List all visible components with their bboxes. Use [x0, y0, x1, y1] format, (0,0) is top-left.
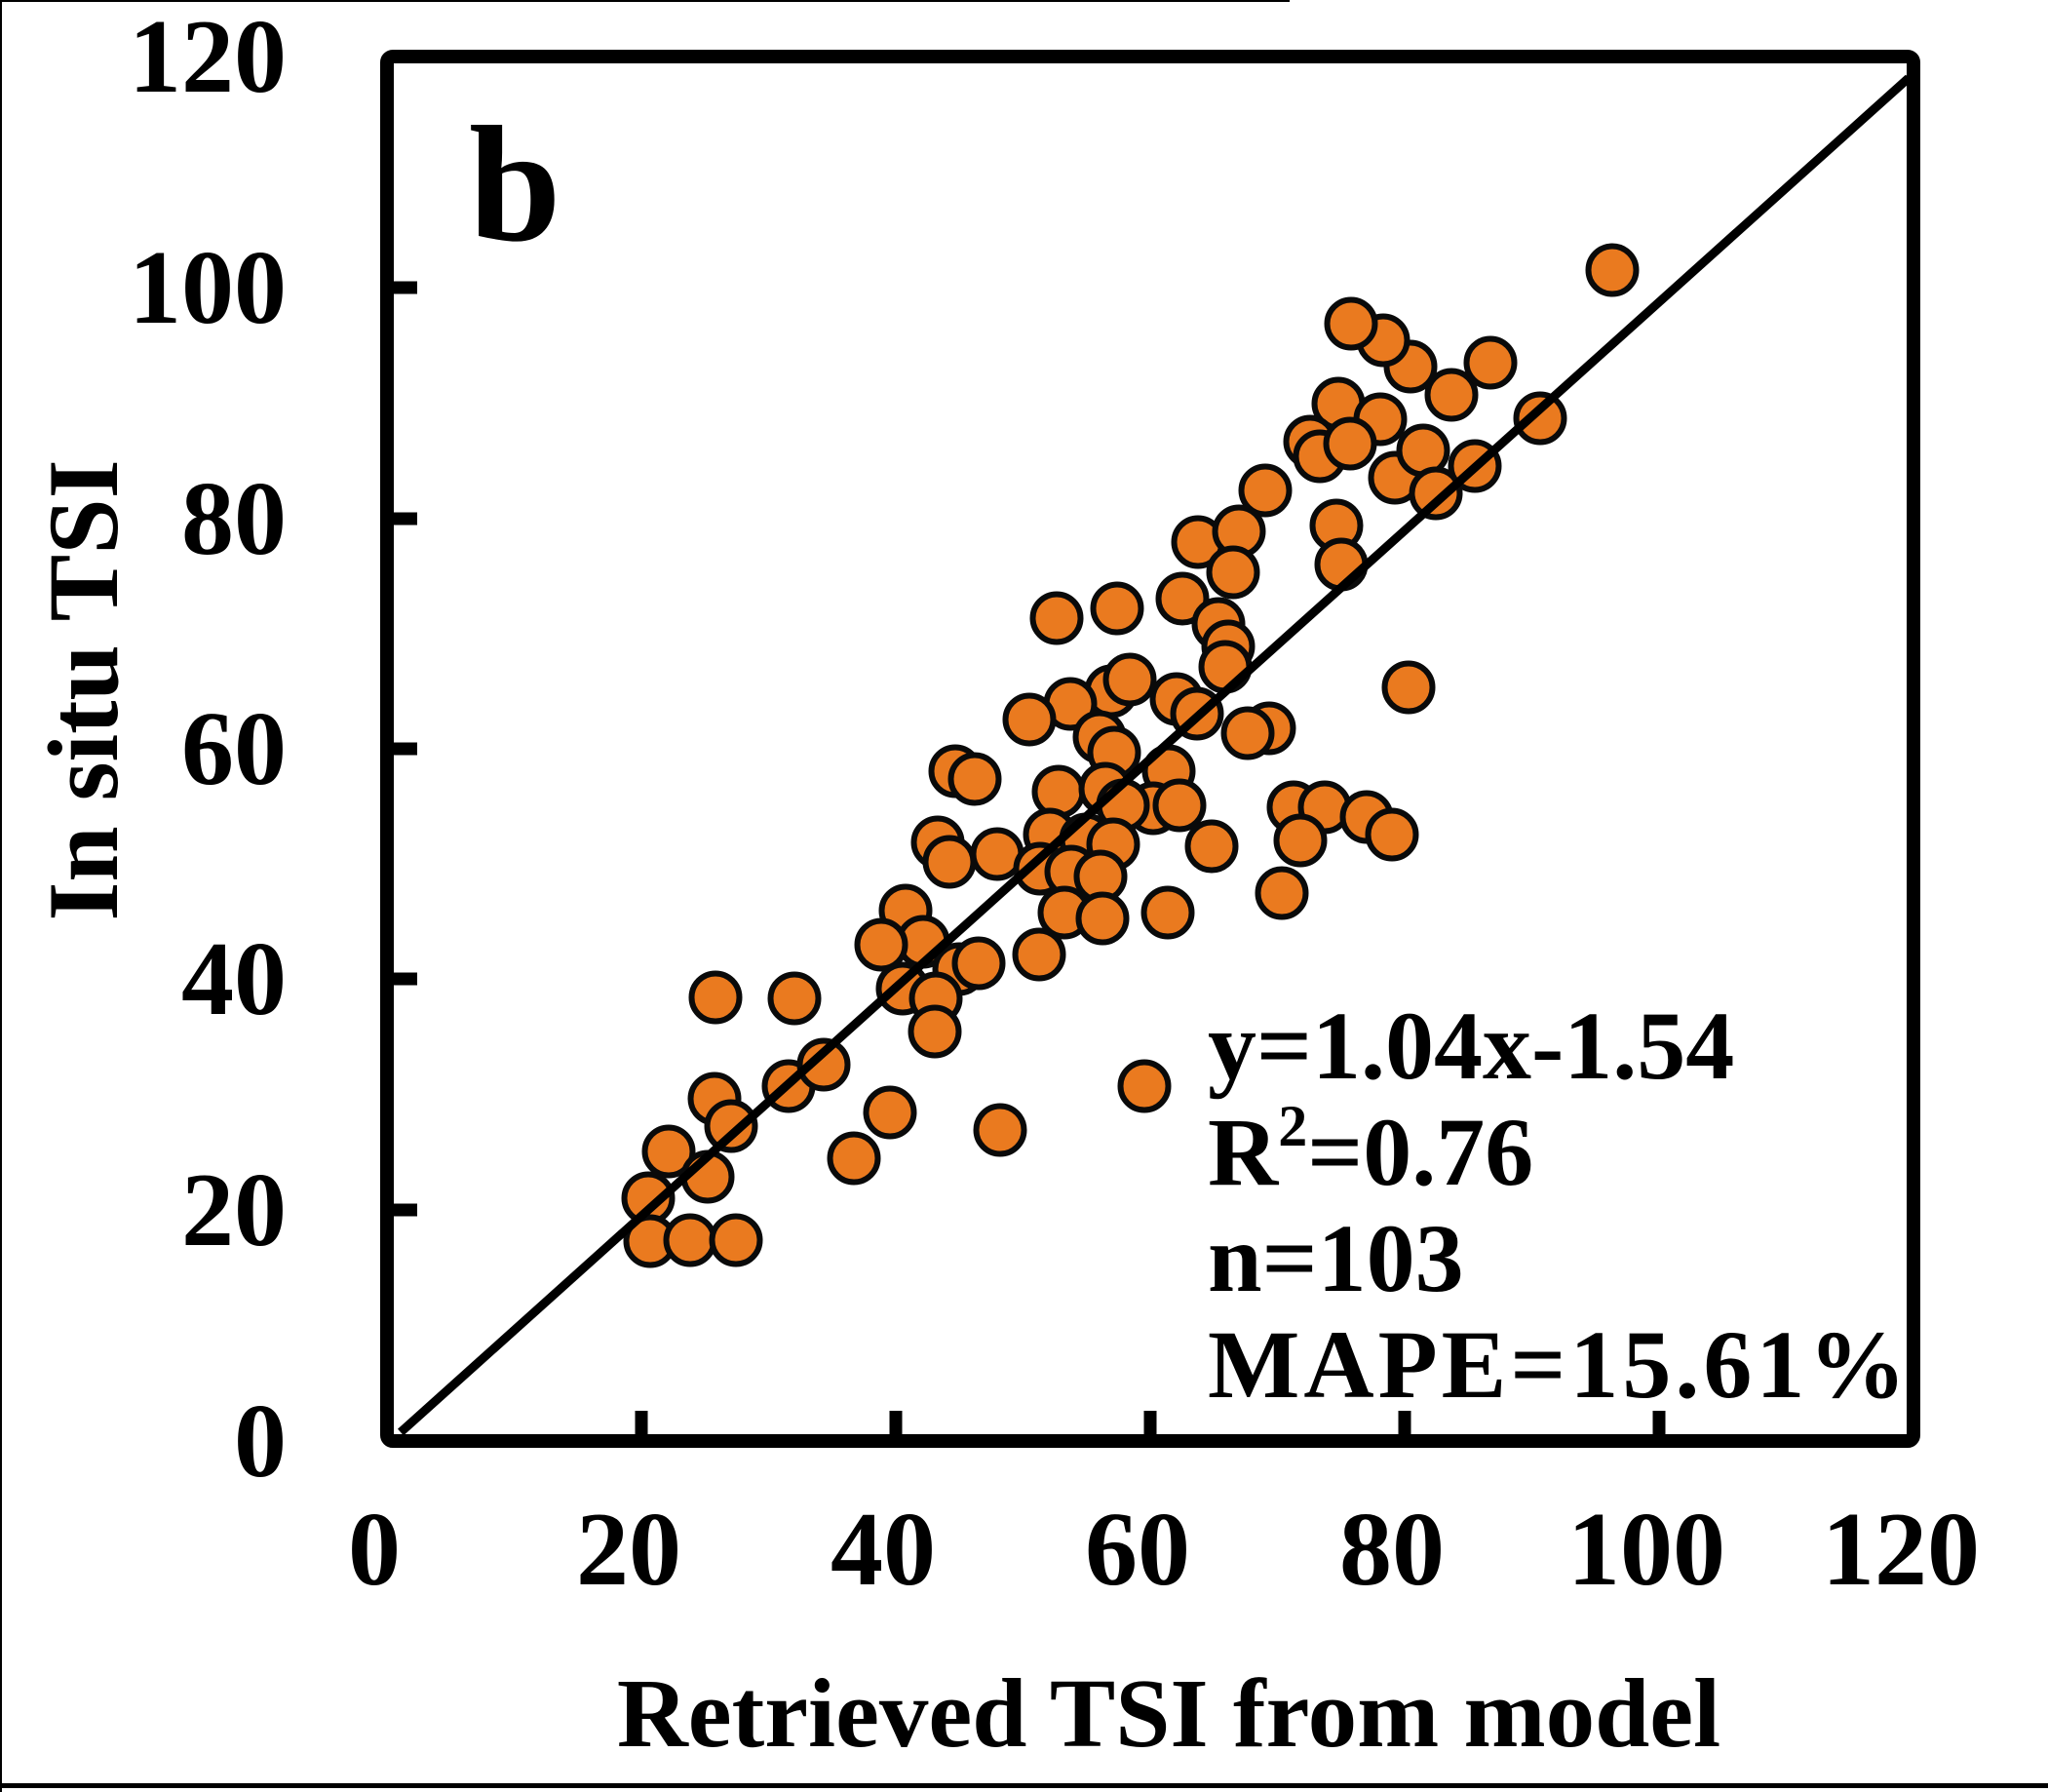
- svg-text:R2=0.76: R2=0.76: [1208, 1094, 1533, 1206]
- svg-text:20: 20: [181, 1152, 287, 1268]
- svg-text:40: 40: [181, 921, 287, 1037]
- svg-text:100: 100: [129, 230, 287, 346]
- svg-text:40: 40: [831, 1492, 936, 1608]
- svg-text:In situ TSI: In situ TSI: [28, 459, 139, 920]
- svg-text:60: 60: [181, 691, 287, 807]
- svg-text:60: 60: [1085, 1492, 1190, 1608]
- svg-text:120: 120: [129, 0, 287, 115]
- svg-text:20: 20: [576, 1492, 681, 1608]
- svg-text:120: 120: [1822, 1492, 1980, 1608]
- svg-text:80: 80: [1339, 1492, 1445, 1608]
- svg-text:0: 0: [234, 1383, 287, 1500]
- svg-text:80: 80: [181, 461, 287, 577]
- svg-text:0: 0: [348, 1492, 401, 1608]
- svg-text:y=1.04x-1.54: y=1.04x-1.54: [1208, 992, 1734, 1100]
- svg-text:MAPE=15.61%: MAPE=15.61%: [1208, 1310, 1910, 1419]
- svg-text:100: 100: [1567, 1492, 1725, 1608]
- svg-text:Retrieved TSI from model: Retrieved TSI from model: [617, 1658, 1720, 1768]
- svg-text:n=103: n=103: [1208, 1204, 1464, 1312]
- svg-text:b: b: [469, 93, 561, 276]
